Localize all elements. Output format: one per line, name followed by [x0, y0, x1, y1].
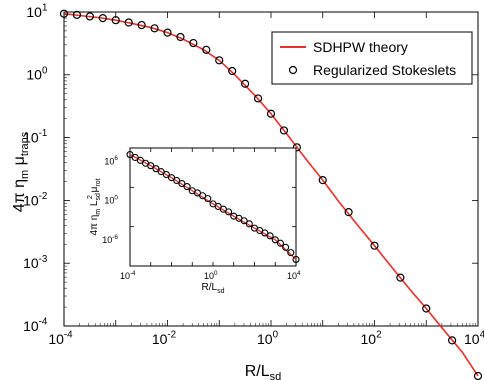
inset-x-axis-label: R/Lsd [202, 282, 225, 295]
y-tick-label: 10-2 [23, 191, 47, 208]
data-point-marker [152, 165, 160, 173]
data-point-marker [178, 179, 186, 188]
data-point-marker [279, 126, 289, 135]
data-point-marker [85, 12, 94, 21]
data-point-marker [59, 9, 69, 18]
data-point-marker [136, 156, 144, 164]
data-point-marker [228, 66, 237, 76]
legend-label-stokeslets: Regularized Stokeslets [313, 62, 456, 78]
y-tick-label: 100 [104, 195, 118, 206]
x-tick-label: 10-4 [48, 330, 73, 347]
data-point-marker [150, 24, 159, 33]
data-point-marker [204, 195, 212, 203]
legend: SDHPW theory Regularized Stokeslets [271, 31, 473, 85]
data-point-marker [126, 151, 134, 159]
legend-box [271, 31, 473, 85]
data-point-marker [147, 162, 155, 170]
data-point-marker [124, 18, 133, 27]
data-point-marker [287, 249, 295, 257]
y-tick-label: 10-6 [102, 234, 118, 245]
data-point-marker [98, 13, 107, 23]
x-tick-label: 10-4 [120, 270, 136, 281]
y-tick-label: 106 [104, 155, 118, 166]
data-point-marker [448, 336, 457, 345]
data-point-marker [193, 189, 201, 197]
x-tick-label: 104 [464, 330, 484, 347]
data-point-marker [473, 371, 483, 380]
x-tick-label: 100 [204, 270, 218, 281]
data-point-marker [173, 176, 181, 185]
data-point-marker [344, 208, 353, 217]
data-point-marker [111, 16, 120, 25]
y-tick-label: 10-1 [23, 128, 47, 145]
inset-plot: 10-4 100 104 10-6 100 106 R/Lsd 4π ηm Lsd2 μ… [87, 147, 301, 295]
data-point-marker [266, 232, 274, 240]
theory-line [63, 12, 479, 377]
data-point-marker [183, 183, 191, 191]
main-x-tick-labels: 10-4 10-2 100 102 104 [48, 330, 484, 347]
theory-line [129, 153, 297, 260]
data-point-marker [241, 79, 250, 88]
inset-y-tick-labels: 10-6 100 106 [102, 155, 118, 245]
data-point-marker [215, 56, 224, 65]
x-tick-label: 100 [257, 330, 279, 347]
inset-theory-line-group [129, 153, 297, 260]
x-tick-label: 10-2 [152, 330, 176, 347]
main-marker-group [59, 9, 483, 380]
data-point-marker [131, 153, 139, 162]
data-point-marker [162, 170, 170, 179]
data-point-marker [253, 94, 263, 103]
x-tick-label: 102 [360, 330, 381, 347]
data-point-marker [271, 236, 279, 244]
y-tick-label: 100 [26, 65, 48, 82]
y-tick-label: 101 [26, 3, 47, 20]
data-point-marker [240, 217, 248, 225]
data-point-marker [245, 220, 253, 228]
main-x-axis-label: R/Lsd [245, 363, 282, 380]
data-point-marker [72, 10, 82, 19]
data-point-marker [157, 168, 165, 176]
data-point-marker [167, 174, 176, 182]
data-point-marker [276, 239, 285, 247]
data-point-marker [370, 241, 379, 250]
inset-tick-marks [129, 147, 297, 267]
data-point-marker [176, 32, 185, 42]
inset-x-tick-labels: 10-4 100 104 [120, 270, 301, 281]
inset-y-axis-label: 4π ηm Lsd2 μrot [87, 178, 102, 235]
inset-marker-group [126, 151, 300, 263]
data-point-marker [163, 28, 172, 37]
data-point-marker [422, 304, 431, 313]
y-tick-label: 10-4 [23, 317, 48, 334]
legend-marker-swatch [288, 65, 298, 75]
data-point-marker [189, 38, 198, 48]
inset-plot-frame [129, 147, 297, 267]
data-point-marker [318, 176, 327, 185]
data-point-marker [225, 208, 233, 216]
data-point-marker [202, 45, 211, 54]
legend-label-theory: SDHPW theory [313, 39, 408, 55]
y-tick-label: 10-3 [23, 254, 48, 271]
data-point-marker [396, 273, 405, 282]
main-y-axis-label: 4π ηm μtrans [11, 131, 31, 212]
data-point-marker [199, 192, 207, 200]
main-tick-marks [63, 11, 479, 327]
data-point-marker [292, 255, 300, 263]
x-tick-label: 104 [287, 270, 301, 281]
main-theory-line-group [63, 12, 479, 377]
data-point-marker [292, 143, 301, 152]
main-y-tick-labels: 10-4 10-3 10-2 10-1 100 101 [23, 3, 48, 334]
data-point-marker [266, 109, 276, 118]
data-point-marker [137, 20, 146, 30]
main-plot: 10-4 10-2 100 102 104 10-4 10-3 10-2 10-1 100 101… [11, 3, 484, 380]
data-point-marker [282, 243, 290, 251]
data-point-marker [261, 229, 269, 237]
